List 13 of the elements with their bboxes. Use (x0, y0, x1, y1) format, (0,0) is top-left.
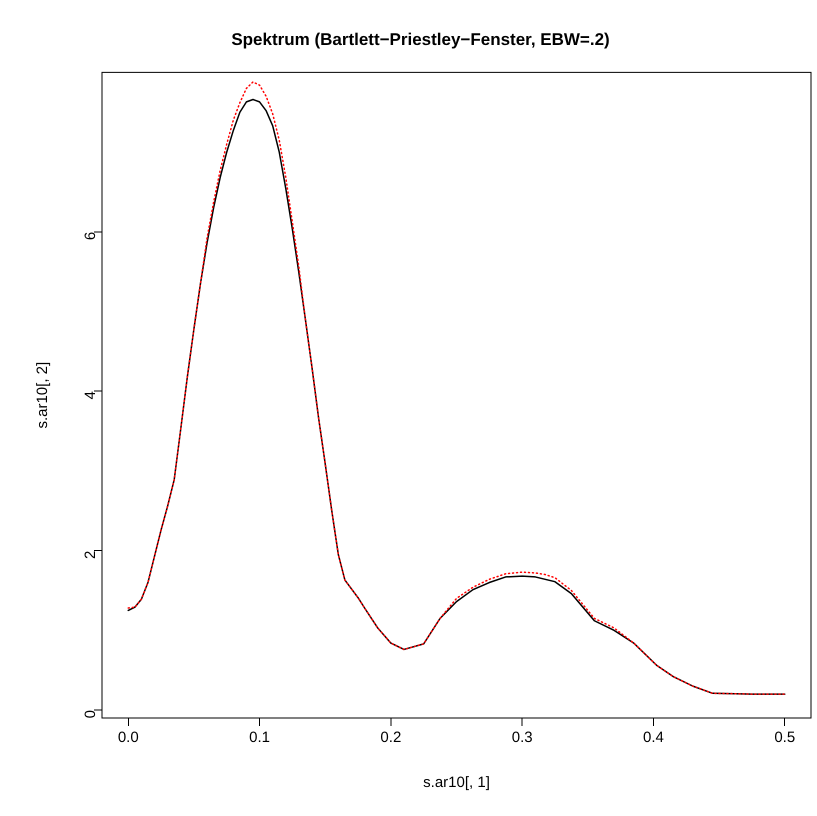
x-axis-title: s.ar10[, 1] (423, 774, 490, 792)
x-tick-label: 0.3 (512, 729, 533, 746)
chart-title: Spektrum (Bartlett−Priestley−Fenster, EBW=.2) (231, 30, 610, 49)
x-tick-label: 0.2 (380, 729, 402, 746)
y-tick-label: 0 (82, 710, 100, 718)
y-axis-title: s.ar10[, 2] (34, 362, 52, 429)
y-tick-label: 6 (82, 232, 100, 240)
x-tick-label: 0.0 (118, 729, 139, 746)
y-tick-label: 4 (82, 391, 100, 400)
y-tick-label: 2 (82, 550, 100, 559)
x-tick-label: 0.4 (643, 729, 664, 746)
x-tick-label: 0.5 (774, 729, 796, 746)
x-tick-label: 0.1 (249, 729, 270, 746)
